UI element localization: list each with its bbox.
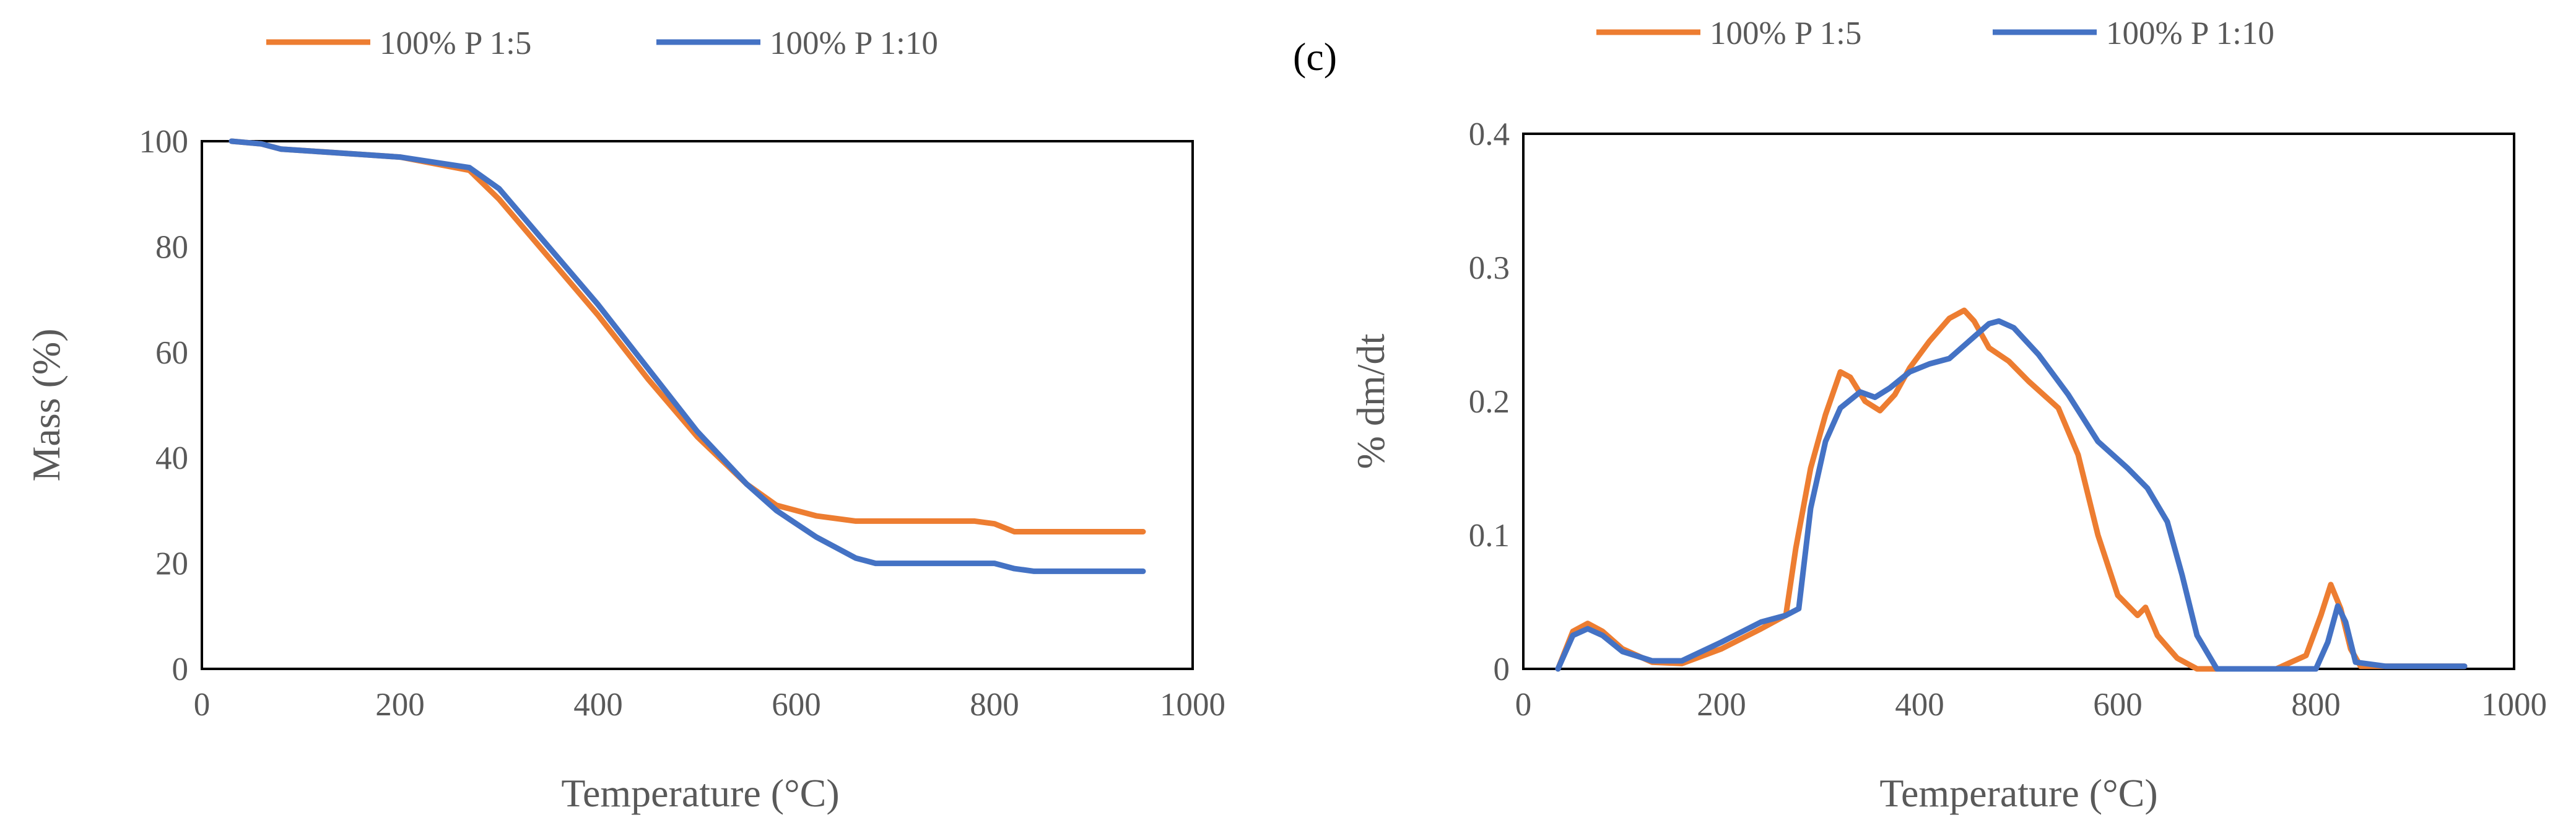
chart-left-x-tick-label: 200 <box>375 687 425 723</box>
chart-right-x-axis-title: Temperature (°C) <box>1879 771 2157 815</box>
chart-left-x-tick-label: 600 <box>772 687 821 723</box>
chart-right-y-tick-label: 0 <box>1494 652 1510 687</box>
chart-right-x-tick-label: 800 <box>2291 687 2341 723</box>
chart-right-y-tick-label: 0.4 <box>1469 116 1510 152</box>
chart-left-series-line-1 <box>228 138 1146 574</box>
legend-right: 100% P 1:5 100% P 1:10 <box>1596 15 2274 51</box>
chart-right-x-tick-label: 200 <box>1697 687 1746 723</box>
chart-left-y-tick-label: 20 <box>155 546 188 582</box>
chart-left-y-tick-label: 40 <box>155 440 188 476</box>
chart-right: 00.10.20.30.4 0 200 400 600 800 1000 % dm/dt … <box>1349 116 2547 815</box>
chart-right-x-tick-labels: 0 200 400 600 800 1000 <box>1515 687 2547 723</box>
chart-left-x-tick-label: 0 <box>194 687 211 723</box>
chart-right-y-tick-label: 0.2 <box>1469 384 1510 420</box>
chart-left-x-axis-title: Temperature (°C) <box>561 771 839 815</box>
chart-left-x-tick-label: 800 <box>970 687 1019 723</box>
chart-right-y-tick-labels: 0 0.1 0.2 0.3 0.4 <box>1469 116 1510 687</box>
chart-right-x-tick-label: 400 <box>1895 687 1944 723</box>
chart-left-plot-area <box>201 140 1194 670</box>
legend-left-label-0: 100% P 1:5 <box>380 25 531 61</box>
chart-right-series <box>1555 307 2468 672</box>
chart-left-y-tick-label: 80 <box>155 229 188 265</box>
chart-left-y-tick-label: 100 <box>139 124 189 160</box>
legend-right-label-0: 100% P 1:5 <box>1710 15 1861 51</box>
panel-label-c: (c) <box>1293 35 1337 79</box>
chart-right-x-tick-label: 600 <box>2093 687 2143 723</box>
chart-left-x-tick-label: 1000 <box>1160 687 1225 723</box>
chart-right-series-line-0 <box>1555 307 2468 672</box>
chart-right-y-tick-label: 0.3 <box>1469 250 1510 286</box>
legend-right-label-1: 100% P 1:10 <box>2106 15 2274 51</box>
chart-right-y-tick-label: 0.1 <box>1469 518 1510 554</box>
chart-left-series <box>228 138 1146 574</box>
chart-right-x-tick-label: 0 <box>1515 687 1532 723</box>
chart-right-y-axis-title: % dm/dt <box>1349 333 1393 469</box>
chart-left-x-tick-labels: 0 200 400 600 800 1000 <box>194 687 1225 723</box>
chart-left-y-tick-labels: 0 20 40 60 80 100 <box>139 124 189 687</box>
legend-left: 100% P 1:5 100% P 1:10 <box>266 25 938 61</box>
chart-left-y-axis-title: Mass (%) <box>24 328 68 481</box>
chart-left-x-tick-label: 400 <box>573 687 623 723</box>
chart-right-series-line-1 <box>1555 318 2468 672</box>
chart-right-x-tick-label: 1000 <box>2481 687 2547 723</box>
legend-left-label-1: 100% P 1:10 <box>770 25 938 61</box>
chart-right-plot-area <box>1522 133 2515 670</box>
chart-left-y-tick-label: 0 <box>172 652 189 687</box>
chart-left-series-line-0 <box>228 138 1146 534</box>
chart-left-y-tick-label: 60 <box>155 335 188 371</box>
